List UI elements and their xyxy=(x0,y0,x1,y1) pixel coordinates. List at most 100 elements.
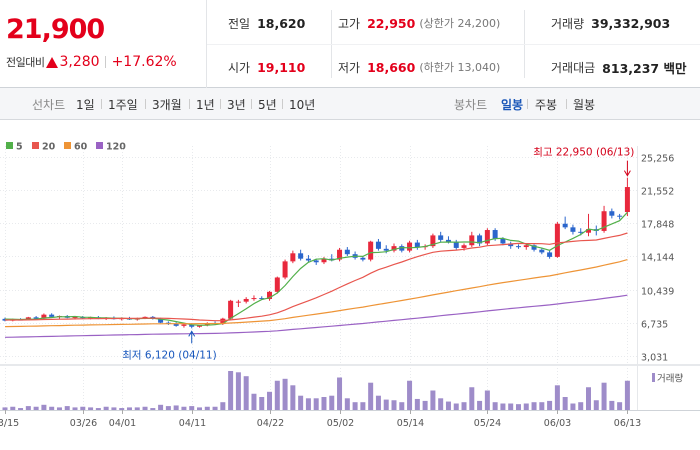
volume-bar xyxy=(251,393,257,410)
volume-bar xyxy=(88,407,94,410)
change-row: 전일대비 3,280 +17.62% xyxy=(6,54,177,70)
trade-value-cell: 거래대금 813,237 백만 xyxy=(551,57,686,77)
volume-bar xyxy=(150,408,156,410)
tab-divider xyxy=(566,99,567,109)
candle-body xyxy=(562,223,568,228)
legend-swatch-ma60 xyxy=(64,142,71,149)
volume-bar xyxy=(298,395,304,410)
candle-body xyxy=(469,235,475,246)
tab-1w[interactable]: 1주일 xyxy=(108,98,138,112)
volume-bar xyxy=(290,385,296,410)
volume-bar xyxy=(562,397,568,410)
candle-body xyxy=(430,235,436,247)
candle-body xyxy=(235,301,241,303)
grid-lines xyxy=(0,146,700,411)
candle-body xyxy=(508,243,514,247)
volume-bar xyxy=(33,406,39,410)
quote-panel: 21,900 전일대비 3,280 +17.62% 전일 18,620 고가 2… xyxy=(0,0,700,88)
volume-bar xyxy=(360,402,366,410)
candle-body xyxy=(220,318,226,325)
candle-body xyxy=(204,323,210,326)
volume-bar xyxy=(508,403,514,410)
date-axis: 03/15 03/26 04/01 04/11 04/22 05/02 05/14 05/24… xyxy=(0,410,641,429)
candle-body xyxy=(586,229,591,233)
low-value: 18,660 xyxy=(367,59,416,75)
period-tab-bar: 선차트 1일 1주일 3개월 1년 3년 5년 10년 봉차트 일봉 주봉 월봉 xyxy=(0,88,700,120)
volume-bar xyxy=(477,400,483,410)
row-divider xyxy=(207,44,700,45)
volume-bar xyxy=(570,403,576,410)
tab-10y[interactable]: 10년 xyxy=(289,98,316,112)
candle-body xyxy=(173,323,179,326)
volume-bar xyxy=(399,402,405,410)
candle-body xyxy=(368,241,374,260)
candle-body xyxy=(531,245,537,250)
candle-body xyxy=(601,211,607,231)
legend-label-ma60: 60 xyxy=(74,142,88,153)
x-tick-label: 04/22 xyxy=(257,418,284,429)
volume-legend-swatch xyxy=(652,373,655,382)
volume-bar xyxy=(142,406,148,410)
candle-body xyxy=(274,277,280,292)
change-value: 3,280 xyxy=(59,54,100,70)
volume-bar xyxy=(601,382,607,410)
candle-body xyxy=(313,260,319,263)
candle-body xyxy=(337,249,343,260)
volume-bar xyxy=(111,407,117,410)
tab-3y[interactable]: 3년 xyxy=(227,98,246,112)
up-triangle-icon xyxy=(46,56,59,68)
volume-bar xyxy=(204,406,210,410)
y-tick-label: 6,735 xyxy=(641,320,668,331)
tab-divider xyxy=(282,99,283,109)
open-label: 시가 xyxy=(228,60,251,75)
volume-bars: 거래량 xyxy=(2,371,683,410)
tab-3m[interactable]: 3개월 xyxy=(152,98,182,112)
candle-body xyxy=(477,235,483,244)
candle-body xyxy=(500,238,506,244)
tab-5y[interactable]: 5년 xyxy=(258,98,277,112)
volume-bar xyxy=(18,408,24,410)
x-tick-label: 05/02 xyxy=(327,418,354,429)
y-tick-label: 25,256 xyxy=(641,154,674,165)
volume-bar xyxy=(593,400,599,410)
volume-bar xyxy=(531,402,537,410)
volume-bar xyxy=(368,382,374,410)
candle-body xyxy=(259,298,265,300)
volume-bar xyxy=(337,377,343,410)
volume-bar xyxy=(282,378,288,410)
candle-body xyxy=(515,246,521,248)
change-label: 전일대비 xyxy=(6,56,45,69)
candle-body xyxy=(617,215,623,217)
x-tick-label: 06/13 xyxy=(614,418,641,429)
ma120-line xyxy=(4,294,628,338)
volume-bar xyxy=(321,397,327,410)
volume-bar xyxy=(2,407,8,410)
x-tick-label: 03/26 xyxy=(70,418,97,429)
candle-body xyxy=(570,227,576,232)
volume-bar xyxy=(329,395,335,410)
volume-bar xyxy=(445,401,451,410)
ma60-line xyxy=(4,259,628,328)
tab-1y[interactable]: 1년 xyxy=(196,98,215,112)
x-tick-label: 05/24 xyxy=(474,418,501,429)
volume-bar xyxy=(352,402,358,410)
volume-bar xyxy=(578,402,584,410)
volume-label: 거래량 xyxy=(551,16,585,31)
candle-body xyxy=(25,317,31,320)
tab-1d[interactable]: 1일 xyxy=(76,98,95,112)
volume-legend-label: 거래량 xyxy=(657,373,683,385)
lower-limit: (하한가 13,040) xyxy=(419,61,501,74)
candle-body xyxy=(539,249,545,253)
tab-monthly[interactable]: 월봉 xyxy=(573,98,596,112)
change-divider xyxy=(104,56,106,68)
tab-daily[interactable]: 일봉 xyxy=(501,98,524,112)
volume-bar xyxy=(126,407,132,410)
candle-body xyxy=(554,223,560,257)
y-tick-label: 3,031 xyxy=(641,353,668,364)
tab-weekly[interactable]: 주봉 xyxy=(535,98,558,112)
candle-body xyxy=(383,248,389,251)
legend-label-ma5: 5 xyxy=(16,142,23,153)
change-percent: +17.62% xyxy=(111,54,177,70)
volume-bar xyxy=(617,402,623,410)
candle-body xyxy=(360,257,366,260)
